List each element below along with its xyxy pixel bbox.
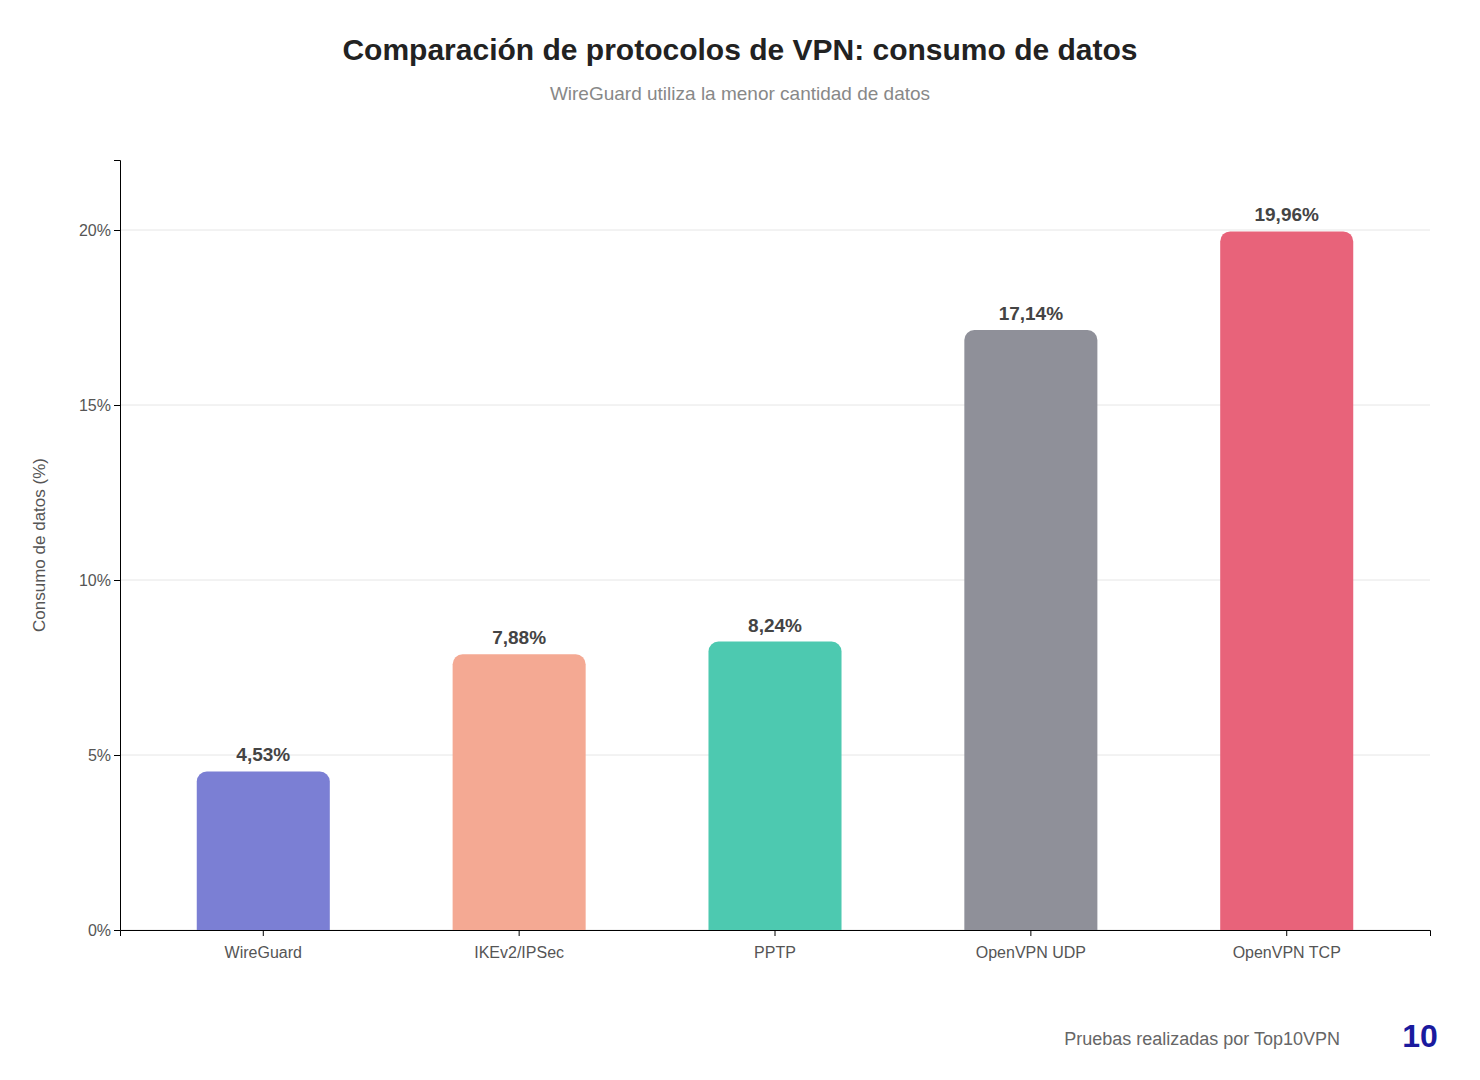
tick-label: PPTP: [754, 944, 796, 961]
plot: 0% 5% 10% 15% 20% WireGuard IKEv2/IPSec PPTP Ope…: [30, 161, 1431, 962]
tick-mark: [1286, 930, 1287, 936]
tick: 20%: [79, 222, 120, 239]
tick-label: WireGuard: [225, 944, 302, 961]
bar: [964, 330, 1097, 930]
data-label: 17,14%: [999, 303, 1064, 324]
logo: 10: [1402, 1018, 1438, 1054]
tick-mark: [114, 580, 120, 581]
bar: [708, 642, 841, 930]
tick-label: IKEv2/IPSec: [474, 944, 564, 961]
data-label: 7,88%: [492, 627, 546, 648]
tick-label: 20%: [79, 222, 111, 239]
axis-line: [121, 931, 1431, 937]
data-label: 19,96%: [1254, 204, 1319, 225]
bars: [197, 231, 1353, 930]
tick: IKEv2/IPSec: [474, 930, 564, 961]
tick-label: OpenVPN TCP: [1233, 944, 1341, 961]
tick-mark: [263, 930, 264, 936]
bar: [197, 771, 330, 930]
tick-label: 5%: [88, 747, 111, 764]
tick: WireGuard: [225, 930, 302, 961]
chart: Comparación de protocolos de VPN: consum…: [0, 0, 1480, 1080]
footer: Pruebas realizadas por Top10VPN: [1064, 1029, 1340, 1049]
grid-line: [120, 230, 1430, 231]
tick-label: 10%: [79, 572, 111, 589]
axis-line: [114, 161, 121, 931]
tick-mark: [114, 405, 120, 406]
tick: 5%: [88, 747, 120, 764]
tick-mark: [1030, 930, 1031, 936]
subtitle: WireGuard utiliza la menor cantidad de d…: [550, 83, 930, 104]
tick: OpenVPN TCP: [1233, 930, 1341, 961]
bar: [1220, 231, 1353, 930]
x-axis: WireGuard IKEv2/IPSec PPTP OpenVPN UDP OpenV…: [121, 930, 1431, 961]
data-label: 8,24%: [748, 615, 802, 636]
tick-mark: [519, 930, 520, 936]
tick-mark: [114, 755, 120, 756]
tick: 0%: [88, 922, 120, 939]
tick-mark: [114, 930, 120, 931]
title: Comparación de protocolos de VPN: consum…: [342, 33, 1137, 66]
tick-mark: [775, 930, 776, 936]
bar: [453, 654, 586, 930]
tick: 15%: [79, 397, 120, 414]
tick: 10%: [79, 572, 120, 589]
tick-label: OpenVPN UDP: [976, 944, 1086, 961]
axis-title: Consumo de datos (%): [30, 458, 49, 632]
tick-label: 15%: [79, 397, 111, 414]
tick: OpenVPN UDP: [976, 930, 1086, 961]
tick-mark: [114, 230, 120, 231]
data-label: 4,53%: [236, 744, 290, 765]
y-axis: 0% 5% 10% 15% 20%: [79, 161, 121, 939]
data-labels: 4,53% 7,88% 8,24% 17,14% 19,96%: [236, 204, 1319, 765]
tick-label: 0%: [88, 922, 111, 939]
tick: PPTP: [754, 930, 796, 961]
